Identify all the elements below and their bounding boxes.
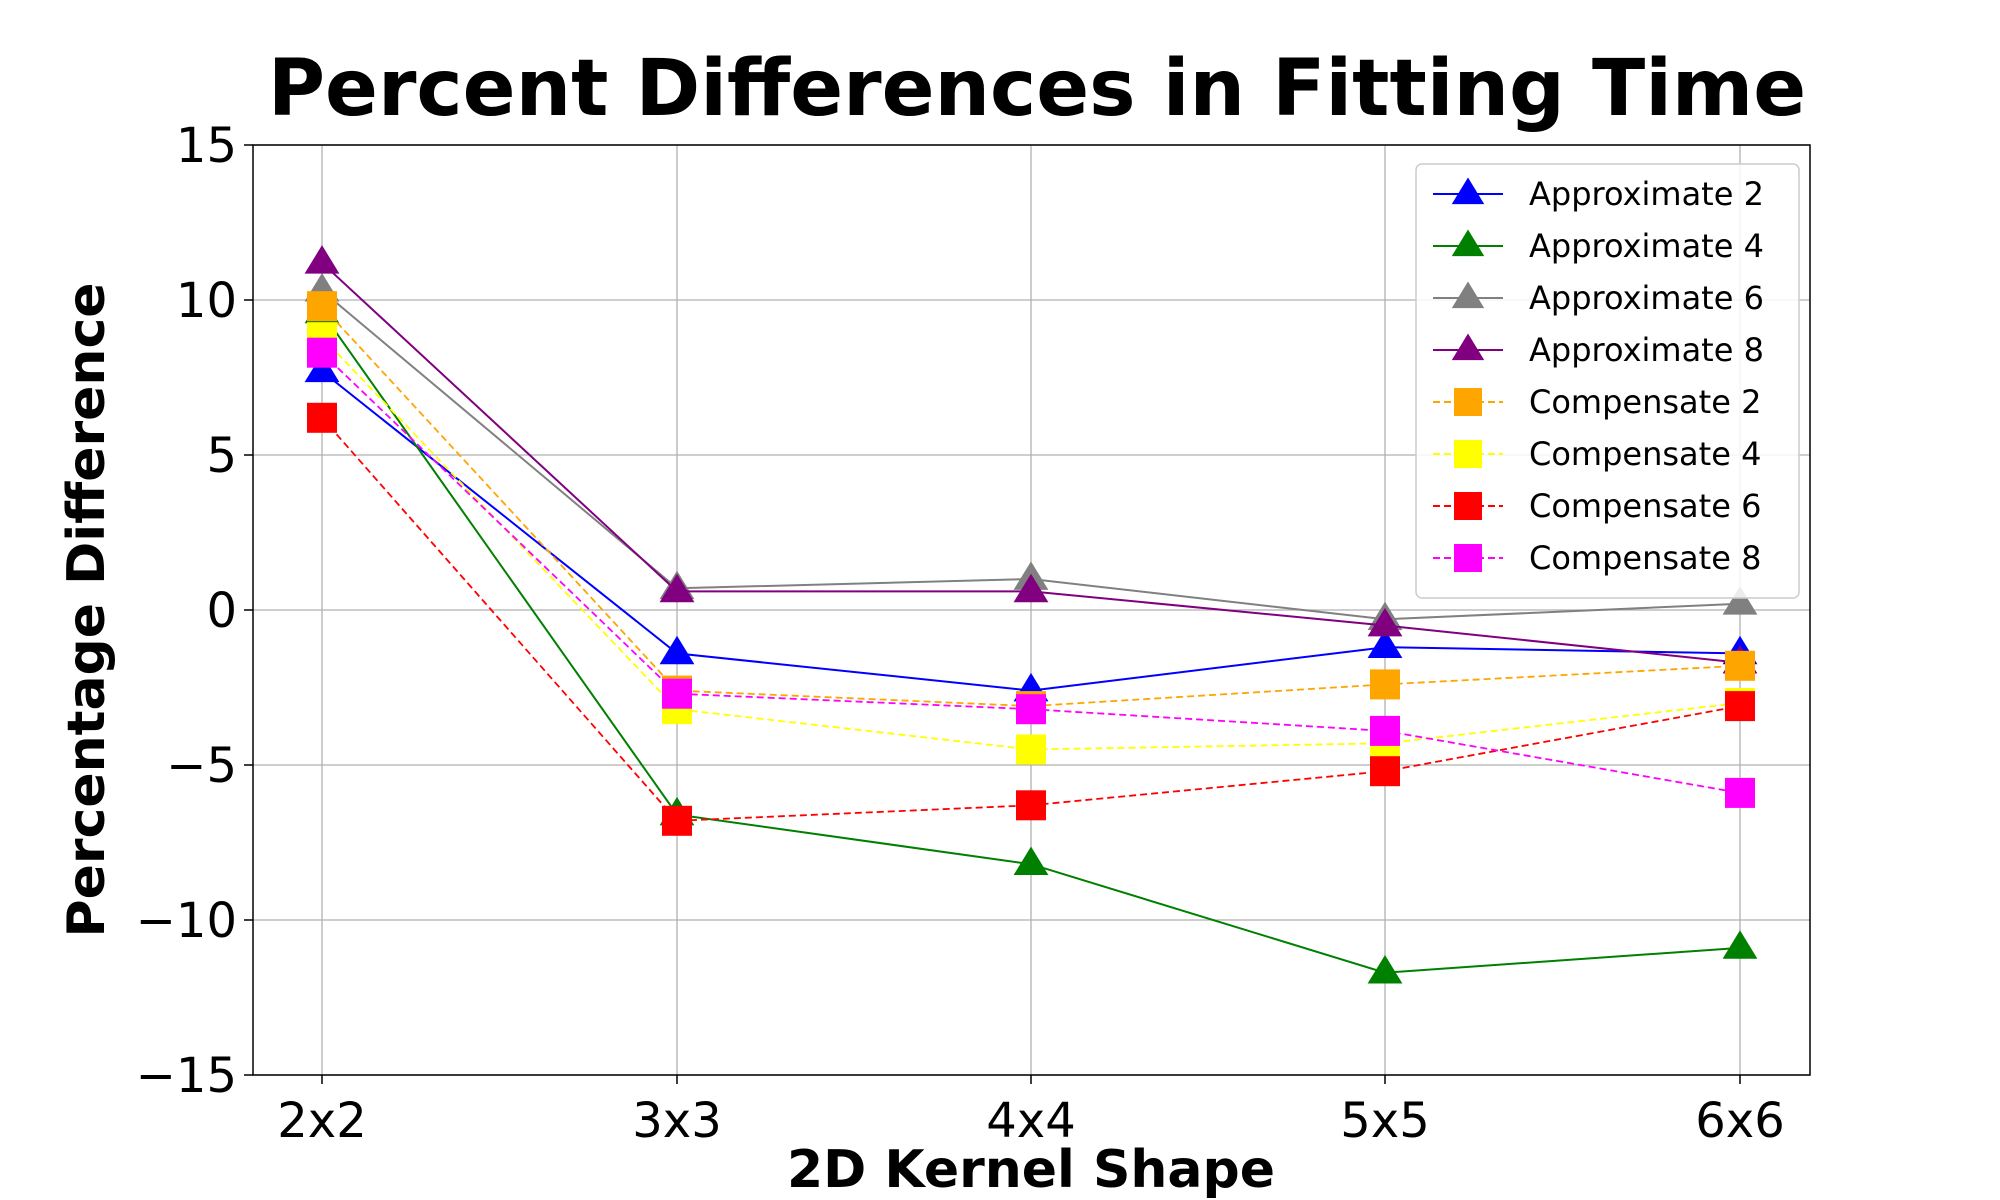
x-tick-label: 5x5 <box>1340 1093 1429 1149</box>
series-compensate-8 <box>307 337 1755 808</box>
y-tick-label: −10 <box>136 893 237 949</box>
data-point-approximate-2 <box>1367 629 1403 659</box>
data-point-compensate-2 <box>307 291 337 322</box>
data-point-approximate-4 <box>1722 930 1758 959</box>
data-point-approximate-8 <box>659 573 695 603</box>
legend-marker-approximate-4 <box>1451 229 1485 257</box>
series-approximate-8 <box>304 245 1758 674</box>
x-tick-label: 6x6 <box>1695 1093 1784 1149</box>
data-point-approximate-2 <box>304 353 340 383</box>
y-tick-label: −15 <box>136 1048 237 1104</box>
data-point-compensate-8 <box>1016 694 1046 725</box>
legend-marker-approximate-6 <box>1451 281 1485 309</box>
y-tick-label: −5 <box>166 738 237 794</box>
legend-marker-compensate-8 <box>1454 544 1482 572</box>
chart-title: Percent Differences in Fitting Time <box>268 44 1806 134</box>
y-tick-label: 15 <box>176 118 237 174</box>
data-point-compensate-6 <box>662 805 692 836</box>
data-point-approximate-4 <box>1367 955 1403 984</box>
legend-marker-compensate-4 <box>1454 440 1482 468</box>
legend-label: Compensate 4 <box>1529 435 1761 473</box>
y-tick-label: 5 <box>206 428 237 484</box>
y-tick-label: 10 <box>176 273 237 329</box>
data-point-approximate-6 <box>1722 586 1758 615</box>
series-layer <box>304 245 1758 984</box>
x-axis-label: 2D Kernel Shape <box>787 1140 1275 1200</box>
y-tick-label: 0 <box>206 583 237 639</box>
legend-item-compensate-6: Compensate 6 <box>1433 487 1761 525</box>
legend-item-compensate-4: Compensate 4 <box>1433 435 1761 473</box>
legend-label: Approximate 2 <box>1529 175 1764 213</box>
legend-marker-approximate-8 <box>1451 333 1485 361</box>
data-point-compensate-6 <box>307 402 337 433</box>
data-point-approximate-2 <box>659 635 695 665</box>
data-point-compensate-2 <box>1725 650 1755 681</box>
data-point-compensate-6 <box>1370 756 1400 787</box>
legend-item-compensate-8: Compensate 8 <box>1433 539 1761 577</box>
data-point-approximate-8 <box>1367 607 1403 637</box>
data-point-compensate-6 <box>1016 790 1046 821</box>
legend-item-compensate-2: Compensate 2 <box>1433 383 1761 421</box>
y-axis-label: Percentage Difference <box>57 282 117 937</box>
series-line-compensate-8 <box>321 352 1741 794</box>
data-point-approximate-4 <box>1013 846 1049 876</box>
legend-box <box>1415 163 1800 599</box>
legend-item-approximate-6: Approximate 6 <box>1433 279 1764 317</box>
legend-label: Approximate 6 <box>1529 279 1764 317</box>
series-compensate-6 <box>307 402 1755 836</box>
legend-label: Approximate 8 <box>1529 331 1764 369</box>
x-tick-label: 3x3 <box>632 1093 721 1149</box>
data-point-compensate-2 <box>1370 669 1400 700</box>
data-point-compensate-8 <box>1370 715 1400 746</box>
legend-marker-approximate-2 <box>1451 177 1485 205</box>
data-point-compensate-6 <box>1725 691 1755 722</box>
legend-label: Approximate 4 <box>1529 227 1764 265</box>
legend-label: Compensate 8 <box>1529 539 1761 577</box>
x-tick-label: 2x2 <box>277 1093 366 1149</box>
legend: Approximate 2 Approximate 4 Approximate 6 A… <box>1415 163 1800 599</box>
x-tick-label: 4x4 <box>986 1093 1075 1149</box>
legend-marker-compensate-6 <box>1454 492 1482 520</box>
data-point-compensate-8 <box>1725 777 1755 808</box>
legend-label: Compensate 6 <box>1529 487 1761 525</box>
data-point-approximate-8 <box>304 245 340 274</box>
legend-item-approximate-8: Approximate 8 <box>1433 331 1764 369</box>
data-point-compensate-8 <box>307 337 337 368</box>
legend-marker-compensate-2 <box>1454 388 1482 416</box>
data-point-compensate-4 <box>1016 734 1046 765</box>
data-point-compensate-8 <box>662 678 692 709</box>
legend-item-approximate-4: Approximate 4 <box>1433 227 1764 265</box>
data-point-approximate-8 <box>1013 573 1049 603</box>
legend-label: Compensate 2 <box>1529 383 1761 421</box>
legend-item-approximate-2: Approximate 2 <box>1433 175 1764 213</box>
axis-ticks: 2x2 3x3 4x4 5x5 6x6 15 10 5 0 −5 −10 −15 <box>136 118 1785 1149</box>
